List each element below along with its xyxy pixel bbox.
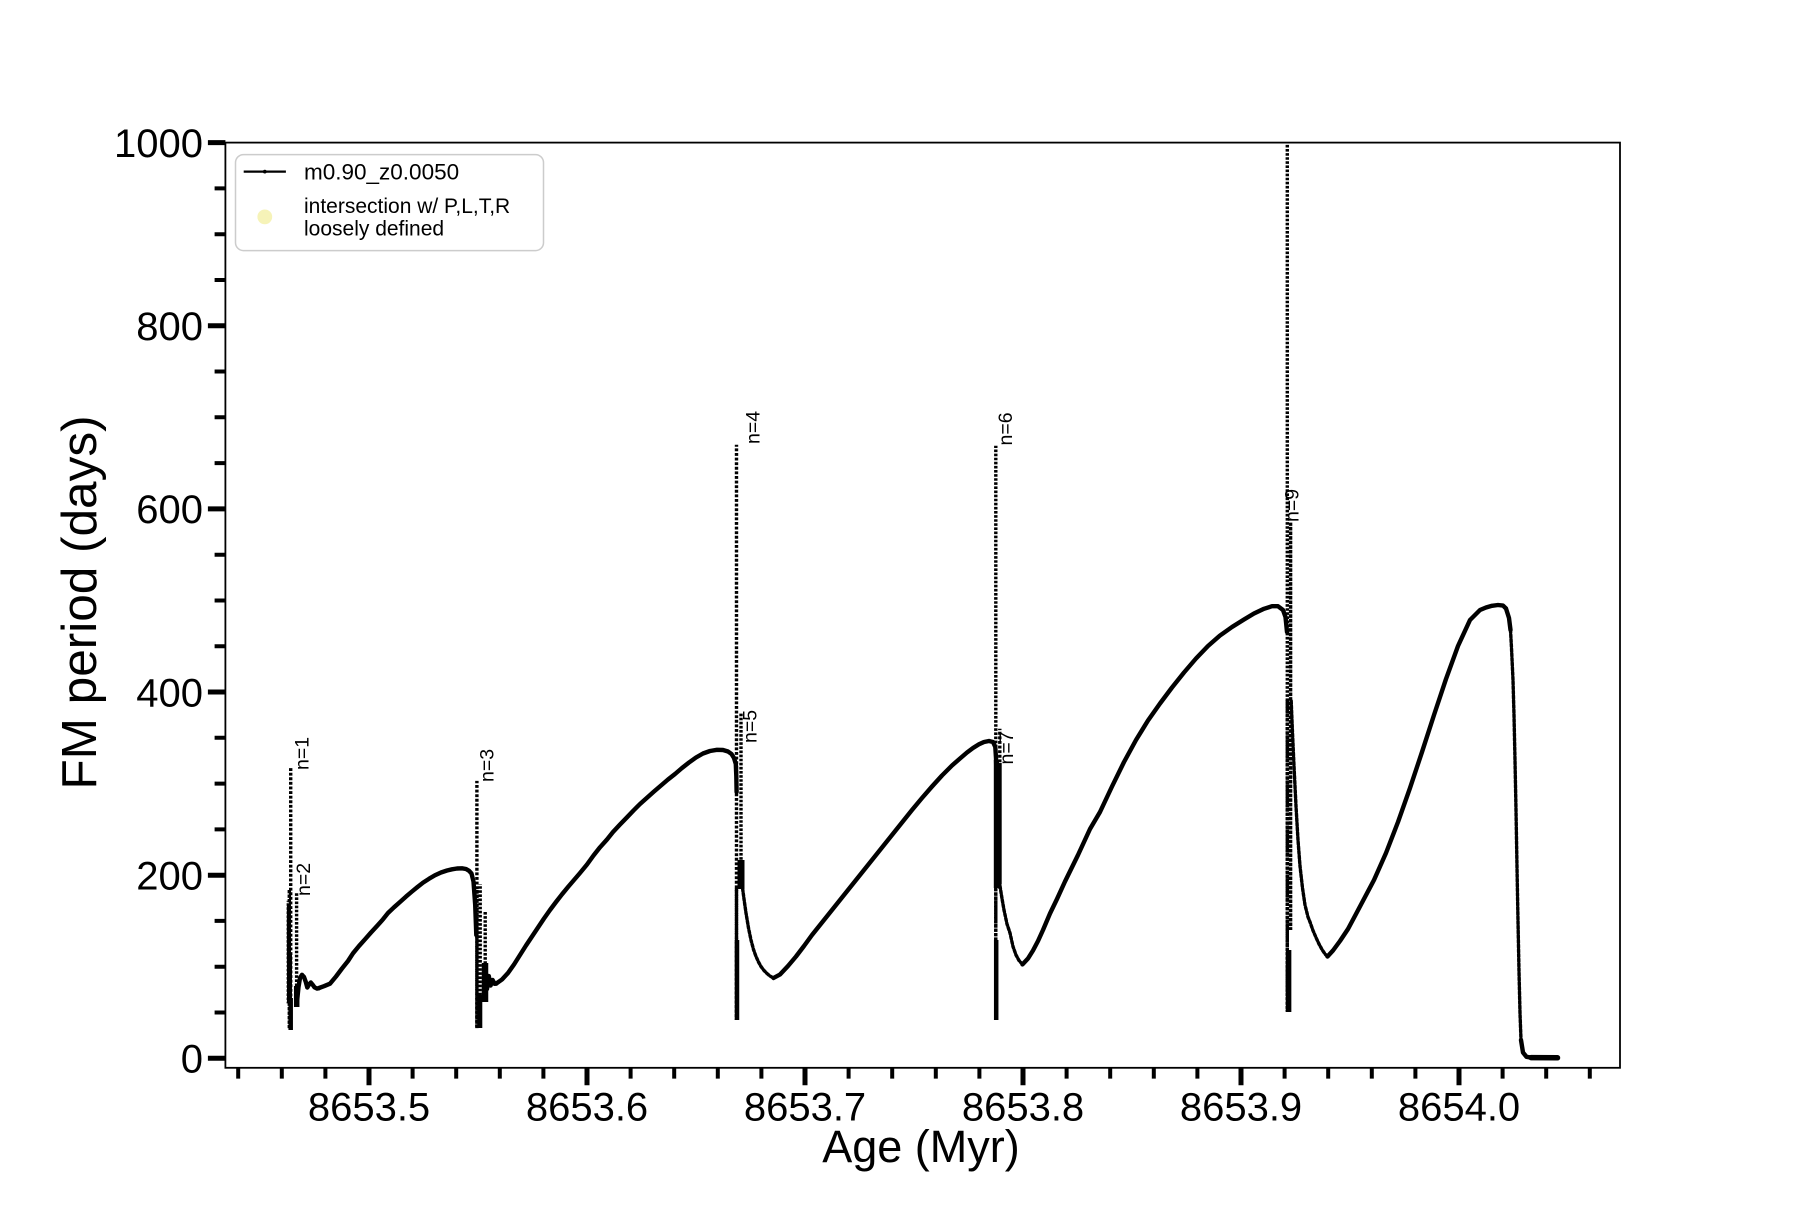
svg-text:600: 600 xyxy=(136,488,203,532)
svg-text:n=4: n=4 xyxy=(743,411,765,444)
svg-text:8653.8: 8653.8 xyxy=(962,1086,1084,1130)
svg-text:8653.5: 8653.5 xyxy=(308,1086,430,1130)
svg-text:n=1: n=1 xyxy=(292,737,314,770)
svg-text:n=7: n=7 xyxy=(996,731,1018,764)
svg-text:8654.0: 8654.0 xyxy=(1398,1086,1520,1130)
svg-text:8653.6: 8653.6 xyxy=(526,1086,648,1130)
svg-text:loosely defined: loosely defined xyxy=(304,218,444,241)
svg-text:n=9: n=9 xyxy=(1282,489,1304,522)
svg-text:n=3: n=3 xyxy=(477,749,499,782)
svg-text:0: 0 xyxy=(181,1038,203,1082)
svg-text:n=2: n=2 xyxy=(293,863,315,896)
svg-text:200: 200 xyxy=(136,855,203,899)
svg-text:8653.7: 8653.7 xyxy=(744,1086,866,1130)
svg-text:Age (Myr): Age (Myr) xyxy=(822,1121,1020,1172)
svg-text:intersection w/ P,L,T,R: intersection w/ P,L,T,R xyxy=(304,195,510,218)
svg-text:800: 800 xyxy=(136,305,203,349)
svg-text:n=5: n=5 xyxy=(740,710,762,743)
svg-text:n=6: n=6 xyxy=(995,412,1017,445)
svg-text:FM period (days): FM period (days) xyxy=(52,415,107,789)
svg-text:m0.90_z0.0050: m0.90_z0.0050 xyxy=(304,160,459,185)
svg-text:400: 400 xyxy=(136,671,203,715)
svg-text:1000: 1000 xyxy=(114,122,203,166)
svg-text:8653.9: 8653.9 xyxy=(1180,1086,1302,1130)
